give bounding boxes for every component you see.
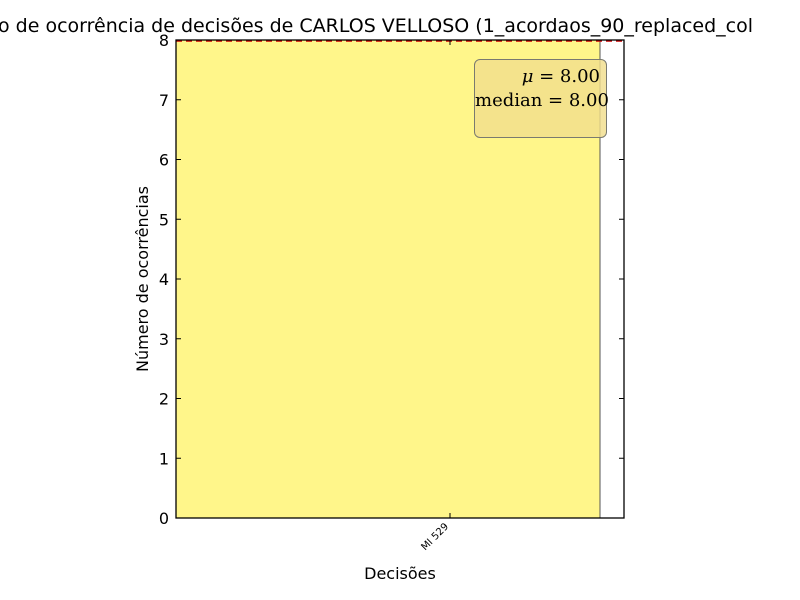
median-stat-label: median xyxy=(475,90,543,111)
y-axis-label: Número de ocorrências xyxy=(133,186,152,372)
y-tick-label-2: 2 xyxy=(159,390,169,409)
chart-title: o de ocorrência de decisões de CARLOS VE… xyxy=(0,15,754,37)
statistics-box: μ = 8.00 median = 8.00 xyxy=(474,59,609,138)
median-stat-value: 8.00 xyxy=(568,90,609,111)
y-tick-label-5: 5 xyxy=(159,210,169,229)
y-tick-label-6: 6 xyxy=(159,151,169,170)
mean-stat-value: 8.00 xyxy=(559,66,600,87)
y-tick-label-3: 3 xyxy=(159,330,169,349)
median-stat: median = 8.00 xyxy=(475,90,609,111)
y-tick-label-0: 0 xyxy=(159,509,169,528)
y-axis-ticks: 0 1 2 3 4 5 6 7 8 xyxy=(159,31,624,528)
mean-stat: μ = 8.00 xyxy=(521,66,600,87)
y-tick-label-4: 4 xyxy=(159,270,169,289)
x-tick-label-0: MI 529 xyxy=(419,521,451,553)
x-axis-label: Decisões xyxy=(364,564,436,583)
y-tick-label-1: 1 xyxy=(159,449,169,468)
y-tick-label-8: 8 xyxy=(159,31,169,50)
y-tick-label-7: 7 xyxy=(159,91,169,110)
mean-stat-label: μ xyxy=(521,66,534,87)
